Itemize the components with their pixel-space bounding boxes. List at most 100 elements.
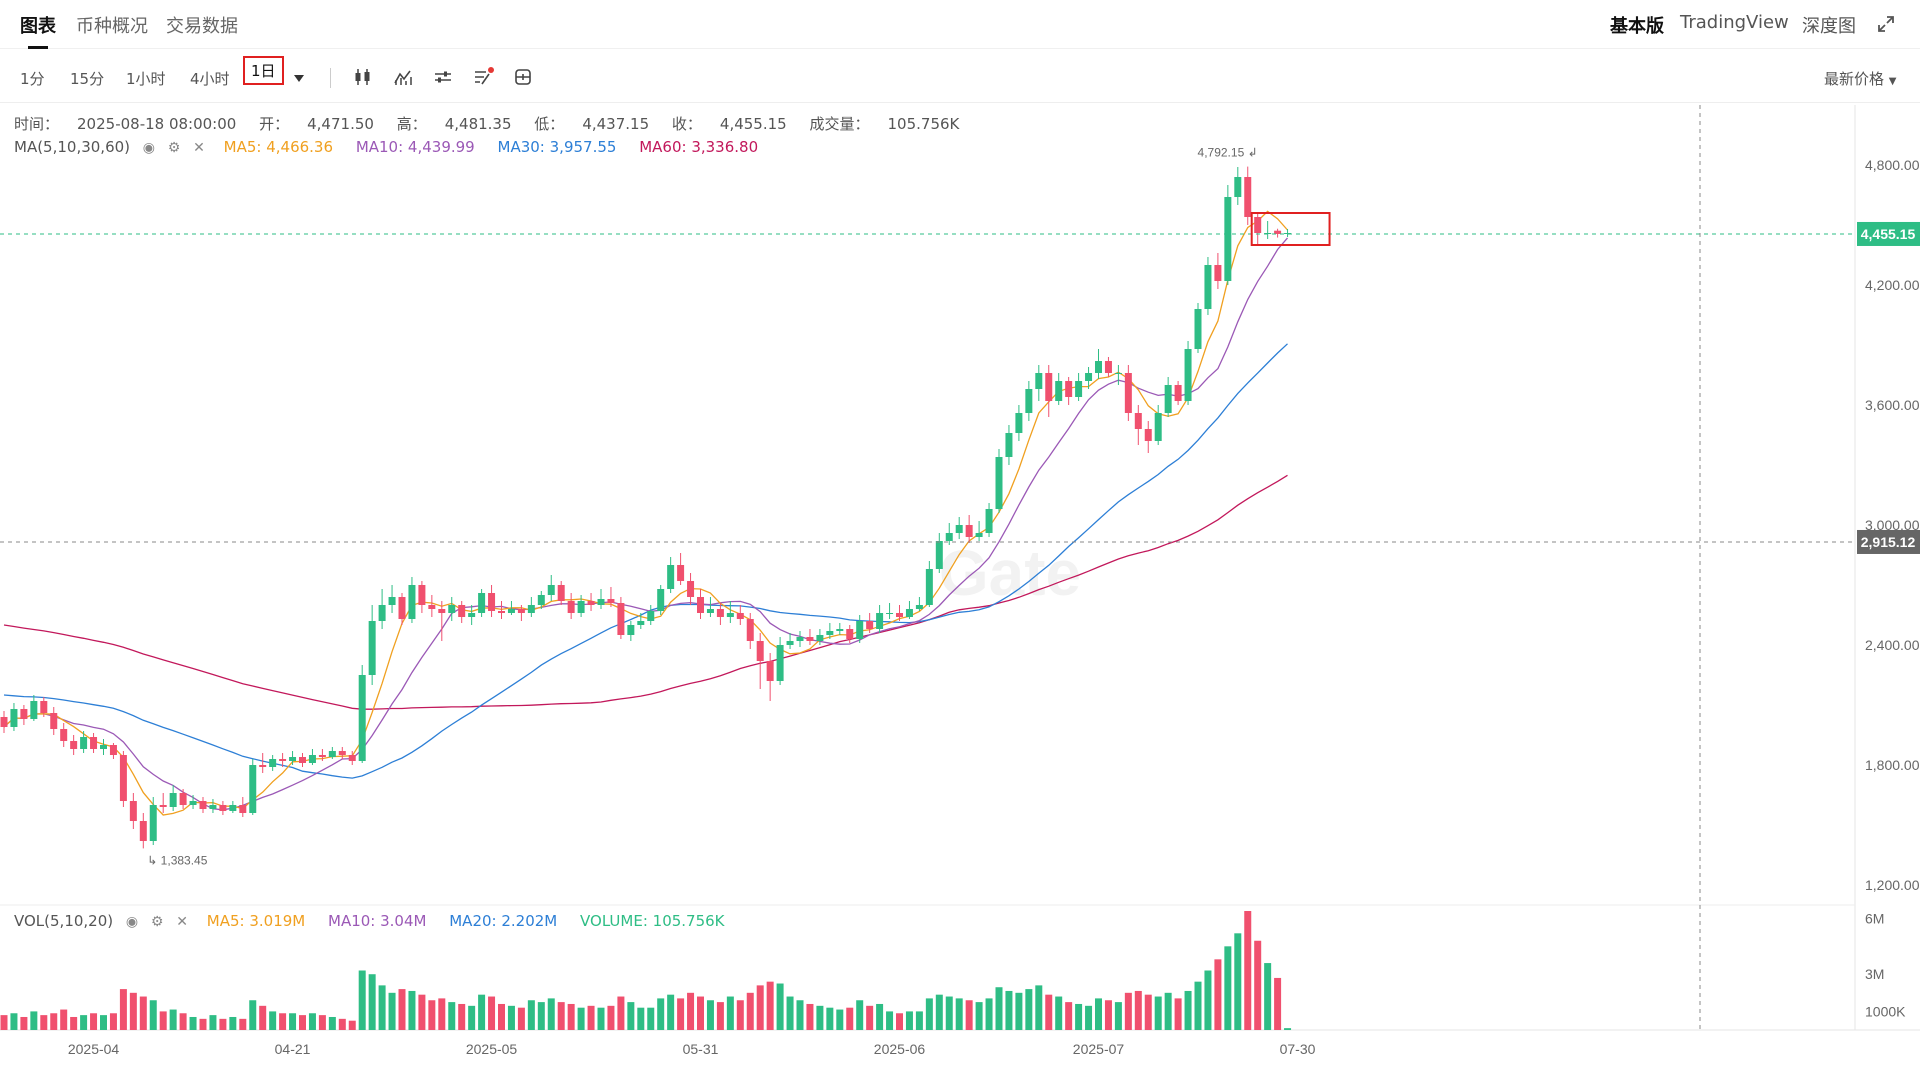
candle-body bbox=[736, 613, 744, 619]
volume-bar bbox=[249, 1000, 257, 1030]
settings-sliders-icon[interactable] bbox=[432, 66, 454, 88]
volume-bar bbox=[448, 1002, 456, 1030]
candle-body bbox=[915, 605, 923, 609]
interval-4h[interactable]: 4小时 bbox=[190, 70, 230, 88]
candle-body bbox=[537, 595, 545, 605]
volume-bar bbox=[169, 1009, 177, 1030]
candle-body bbox=[70, 741, 78, 749]
volume-bar bbox=[1244, 911, 1252, 1030]
volume-bar bbox=[119, 989, 127, 1030]
candle-body bbox=[318, 755, 326, 757]
volume-bar bbox=[478, 994, 486, 1030]
ma60-line bbox=[3, 474, 1288, 710]
volume-bar bbox=[239, 1018, 247, 1030]
volume-bar bbox=[627, 1002, 635, 1030]
candle-body bbox=[308, 755, 316, 763]
candle-body bbox=[1065, 381, 1073, 397]
layout-toggle-icon[interactable] bbox=[512, 66, 534, 88]
vol-legend: VOL(5,10,20) ◉ ⚙ ✕ MA5: 3.019M MA10: 3.0… bbox=[14, 912, 725, 930]
chart-toolbar: 1分 15分 1小时 4小时 1日 最新价格 ▼ bbox=[0, 56, 1920, 103]
candle-body bbox=[876, 613, 884, 629]
candle-body bbox=[836, 629, 844, 631]
volume-bar bbox=[935, 994, 943, 1030]
tab-coin-overview[interactable]: 币种概况 bbox=[76, 16, 148, 37]
y-tick-label: 3,000.00 bbox=[1865, 517, 1920, 533]
volume-bar bbox=[716, 1002, 724, 1030]
x-tick-label: 2025-05 bbox=[466, 1041, 518, 1057]
volume-bar bbox=[408, 990, 416, 1030]
candle-body bbox=[1104, 361, 1112, 373]
tab-basic-version[interactable]: 基本版 bbox=[1610, 16, 1664, 37]
volume-bar bbox=[199, 1018, 207, 1030]
candle-body bbox=[856, 621, 864, 639]
candle-body bbox=[975, 533, 983, 537]
volume-bar bbox=[1095, 998, 1102, 1030]
ma10-line bbox=[3, 237, 1288, 811]
candlestick-type-icon[interactable] bbox=[352, 66, 374, 88]
volume-bar bbox=[836, 1009, 844, 1030]
drawing-tools-icon[interactable] bbox=[472, 66, 494, 88]
candle-body bbox=[10, 709, 18, 727]
volume-bar bbox=[418, 994, 426, 1030]
tab-chart[interactable]: 图表 bbox=[20, 16, 56, 37]
active-tab-indicator bbox=[28, 46, 48, 49]
candle-body bbox=[866, 621, 874, 629]
candle-body bbox=[159, 805, 167, 807]
volume-bar bbox=[1045, 994, 1053, 1030]
volume-bar bbox=[229, 1016, 237, 1030]
candle-body bbox=[1055, 381, 1063, 401]
volume-bar bbox=[1144, 994, 1152, 1030]
volume-bar bbox=[60, 1009, 68, 1030]
candle-body bbox=[80, 737, 88, 749]
fullscreen-icon[interactable] bbox=[1876, 14, 1896, 34]
candle-body bbox=[269, 759, 277, 767]
vol-close-icon[interactable]: ✕ bbox=[176, 914, 188, 930]
eye-icon[interactable]: ◉ bbox=[142, 140, 156, 156]
candle-body bbox=[1284, 233, 1292, 234]
candle-body bbox=[955, 525, 963, 533]
indicator-icon[interactable] bbox=[392, 66, 414, 88]
tab-trade-data[interactable]: 交易数据 bbox=[166, 16, 238, 37]
tab-depth-chart[interactable]: 深度图 bbox=[1802, 16, 1856, 37]
candle-body bbox=[617, 603, 625, 635]
volume-bar bbox=[1204, 970, 1212, 1030]
close-icon[interactable]: ✕ bbox=[193, 140, 205, 156]
volume-bar bbox=[975, 1002, 983, 1030]
vol-settings-icon[interactable]: ⚙ bbox=[150, 914, 164, 930]
vol-eye-icon[interactable]: ◉ bbox=[125, 914, 139, 930]
last-price-label: 4,455.15 bbox=[1861, 226, 1916, 242]
volume-bar bbox=[438, 998, 446, 1030]
volume-bar bbox=[786, 996, 794, 1030]
interval-1d[interactable]: 1日 bbox=[243, 56, 284, 85]
candle-body bbox=[746, 619, 754, 641]
volume-bar bbox=[955, 998, 963, 1030]
volume-bar bbox=[677, 998, 685, 1030]
interval-1m[interactable]: 1分 bbox=[20, 70, 45, 88]
x-tick-label: 2025-04 bbox=[68, 1041, 120, 1057]
candle-body bbox=[60, 729, 68, 741]
vol-tick-label: 1000K bbox=[1865, 1003, 1906, 1019]
interval-1h[interactable]: 1小时 bbox=[126, 70, 166, 88]
price-type-select[interactable]: 最新价格 ▼ bbox=[1824, 68, 1897, 89]
volume-bar bbox=[756, 985, 764, 1030]
candle-body bbox=[697, 597, 704, 613]
volume-bar bbox=[50, 1013, 58, 1030]
interval-dropdown-icon[interactable] bbox=[292, 72, 306, 84]
toolbar-divider bbox=[330, 68, 331, 88]
candle-body bbox=[1224, 197, 1232, 281]
volume-bar bbox=[547, 998, 555, 1030]
tab-tradingview[interactable]: TradingView bbox=[1680, 12, 1789, 33]
chevron-down-icon: ▼ bbox=[1888, 76, 1897, 87]
volume-bar bbox=[706, 1000, 714, 1030]
candle-body bbox=[1164, 385, 1172, 413]
settings-icon[interactable]: ⚙ bbox=[167, 140, 181, 156]
close-info: 收： 4,455.15 bbox=[671, 115, 787, 133]
candle-body bbox=[637, 621, 645, 625]
candle-body bbox=[1025, 389, 1033, 413]
candle-body bbox=[109, 745, 117, 755]
candle-body bbox=[1114, 373, 1122, 374]
interval-15m[interactable]: 15分 bbox=[70, 70, 105, 88]
volume-bar bbox=[1055, 996, 1063, 1030]
volume-bar bbox=[20, 1016, 28, 1030]
